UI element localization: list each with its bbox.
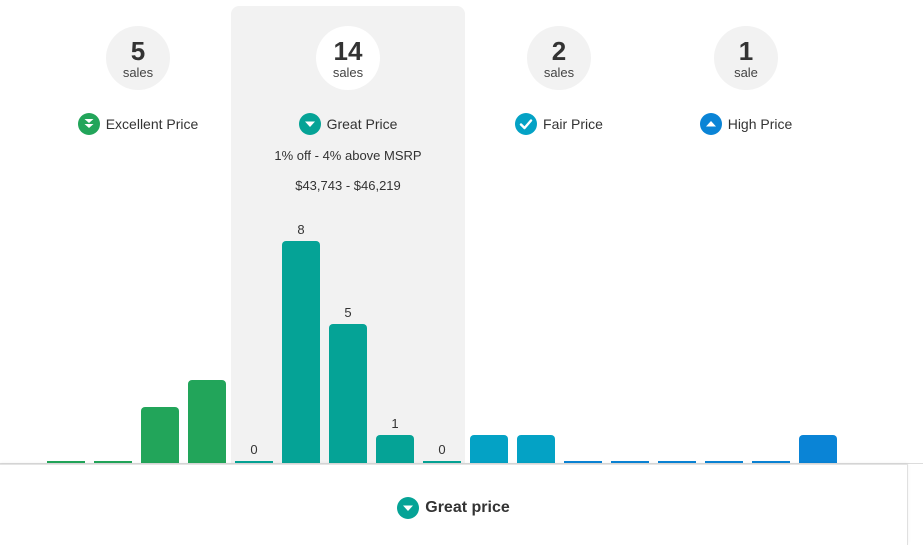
category-name: Fair Price <box>543 116 603 132</box>
category-name: Excellent Price <box>105 116 199 132</box>
bar-value-label: 1 <box>391 416 399 432</box>
chart-bar[interactable] <box>705 461 743 463</box>
chart-baseline <box>0 463 923 464</box>
category-label: Great Price <box>253 113 443 135</box>
category-fair[interactable]: 2 sales Fair Price <box>464 26 654 135</box>
category-great[interactable]: 14 sales Great Price 1% off - 4% above M… <box>253 26 443 193</box>
chevron-up-icon <box>699 113 722 135</box>
sales-count: 1 <box>738 36 754 66</box>
chart-bar[interactable] <box>658 461 696 463</box>
chevron-down-icon <box>298 113 321 135</box>
double-chevron-down-icon <box>77 113 100 135</box>
chart-bar[interactable] <box>423 461 461 463</box>
sales-unit: sales <box>543 65 575 80</box>
chart-bar[interactable] <box>188 379 226 463</box>
bar-value-label: 8 <box>297 221 305 237</box>
price-range: $43,743 - $46,219 <box>295 178 401 193</box>
chart-bar[interactable] <box>517 435 555 463</box>
chart-bar[interactable] <box>376 435 414 463</box>
category-label: Excellent Price <box>43 113 233 135</box>
rating-label: Great price <box>0 497 907 519</box>
sales-unit: sale <box>734 65 758 80</box>
sales-count: 5 <box>130 36 146 66</box>
chart-bar[interactable] <box>329 324 367 463</box>
bar-value-label: 5 <box>344 305 352 320</box>
check-icon <box>515 113 538 135</box>
category-high[interactable]: 1 sale High Price <box>651 26 841 135</box>
bar-value-label: 0 <box>438 442 446 457</box>
msrp-range: 1% off - 4% above MSRP <box>274 148 422 163</box>
chart-bar[interactable] <box>470 435 508 463</box>
bar-value-label: 0 <box>250 442 258 457</box>
chart-bar[interactable] <box>141 407 179 463</box>
sales-count: 2 <box>551 36 567 66</box>
category-label: Fair Price <box>464 113 654 135</box>
chart-bar[interactable] <box>235 461 273 463</box>
chart-bar[interactable] <box>94 461 132 463</box>
rating-panel: Great price <box>0 464 908 545</box>
sales-count-circle: 1 sale <box>714 26 778 90</box>
chart-bar[interactable] <box>282 240 320 463</box>
category-name: High Price <box>727 116 793 132</box>
category-excellent[interactable]: 5 sales Excellent Price <box>43 26 233 135</box>
sales-unit: sales <box>122 65 154 80</box>
sales-count-circle: 2 sales <box>527 26 591 90</box>
chart-bar[interactable] <box>611 461 649 463</box>
chart-bar[interactable] <box>752 461 790 463</box>
chevron-down-icon <box>397 497 420 519</box>
sales-count: 14 <box>333 36 363 66</box>
sales-count-circle: 14 sales <box>316 26 380 90</box>
category-name: Great Price <box>326 116 398 132</box>
sales-unit: sales <box>332 65 364 80</box>
chart-bar[interactable] <box>564 461 602 463</box>
sales-count-circle: 5 sales <box>106 26 170 90</box>
price-distribution-chart: 0 8 5 1 0 <box>47 221 837 463</box>
rating-text: Great price <box>425 499 510 516</box>
chart-bar[interactable] <box>799 435 837 463</box>
chart-bar[interactable] <box>47 461 85 463</box>
category-label: High Price <box>651 113 841 135</box>
